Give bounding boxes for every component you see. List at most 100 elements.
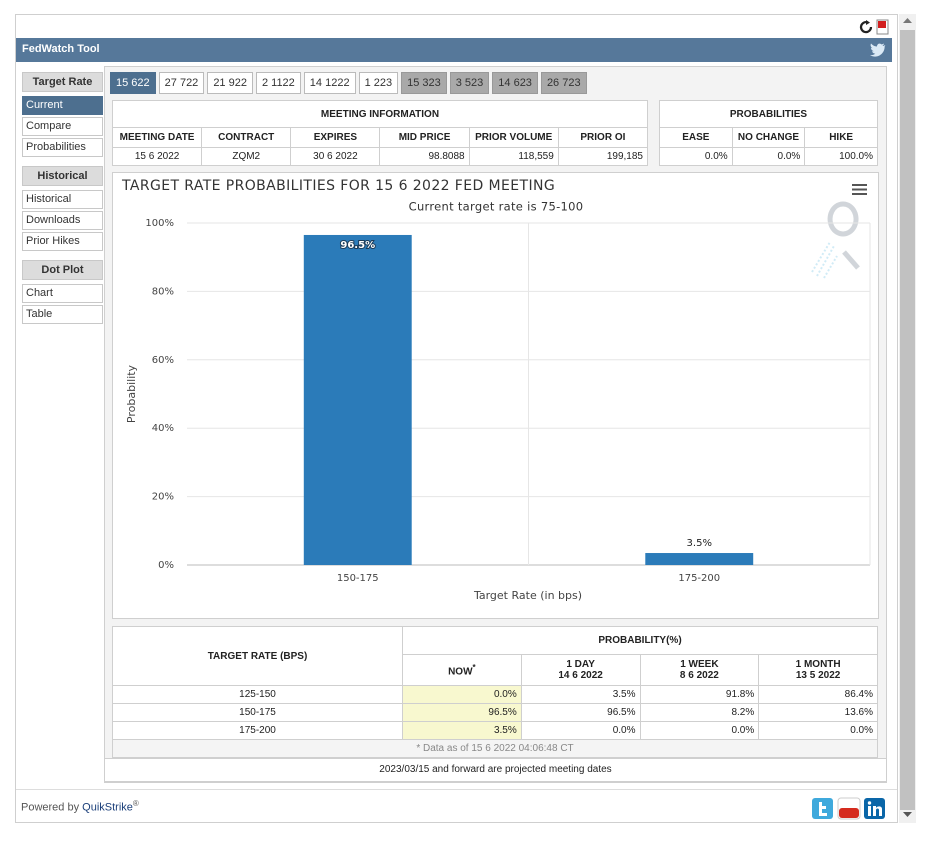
- sidebar-item[interactable]: Table: [22, 305, 103, 324]
- meeting-tab[interactable]: 15 622: [110, 72, 156, 94]
- column-header: EASE: [659, 127, 733, 148]
- footnote: * Data as of 15 6 2022 04:06:48 CT: [112, 739, 878, 758]
- column-date: 13 5 2022: [795, 670, 841, 681]
- y-tick-label: 80%: [152, 286, 174, 297]
- table-row: * Data as of 15 6 2022 04:06:48 CT: [112, 739, 878, 758]
- probability-table: TARGET RATE (BPS) PROBABILITY(%) NOW* 1 DAY…: [112, 626, 878, 758]
- menu-icon[interactable]: [852, 184, 867, 195]
- meeting-tab[interactable]: 21 922: [207, 72, 253, 94]
- footer-link[interactable]: QuikStrike: [82, 801, 133, 814]
- sidebar-item-selected[interactable]: Current: [22, 96, 103, 115]
- table-cell: 91.8%: [639, 685, 760, 704]
- table-cell: 30 6 2022: [290, 147, 381, 166]
- x-tick-label: 150-175: [337, 573, 379, 584]
- probabilities-table: PROBABILITIES EASE NO CHANGE HIKE 0.0% 0.0% 10…: [659, 100, 878, 166]
- column-date: 14 6 2022: [558, 670, 603, 681]
- table-cell: 96.5%: [520, 703, 641, 722]
- toolbar-icons: [859, 19, 889, 35]
- refresh-arrow: [866, 20, 870, 25]
- column-label: NOW: [448, 666, 473, 678]
- table-cell: 0.0%: [402, 685, 522, 704]
- table-cell: 98.8088: [379, 147, 470, 166]
- meeting-tab[interactable]: 14 1222: [303, 72, 356, 94]
- meeting-tab[interactable]: 3 523: [449, 72, 490, 94]
- column-header: MEETING DATE: [111, 127, 203, 148]
- table-cell: 0.0%: [758, 721, 878, 740]
- footer-rule: [16, 789, 897, 790]
- table-cell: 0.0%: [520, 721, 641, 740]
- table-row: 150-175 96.5% 96.5% 8.2% 13.6%: [112, 703, 878, 722]
- chart-panel: [112, 172, 879, 619]
- column-header: NO CHANGE: [731, 127, 806, 148]
- sidebar-item[interactable]: Compare: [22, 117, 103, 136]
- table-cell: 3.5%: [520, 685, 641, 704]
- table-row: EASE NO CHANGE HIKE: [659, 127, 878, 148]
- table-cell: 175-200: [112, 721, 403, 740]
- scroll-down[interactable]: [903, 812, 912, 818]
- header-title: FedWatch Tool: [22, 43, 100, 55]
- table-cell: 100.0%: [804, 147, 878, 166]
- sidebar-item[interactable]: Historical: [22, 190, 103, 209]
- meeting-tabs: 15 622 27 722 21 922 2 1122 14 1222 1 223 15 3…: [110, 72, 590, 94]
- meeting-tab[interactable]: 26 723: [540, 72, 587, 94]
- table-cell: 150-175: [112, 703, 403, 722]
- bar: [645, 553, 754, 565]
- bar: [303, 234, 412, 565]
- table-cell: 0.0%: [731, 147, 806, 166]
- table-cell: 118,559: [468, 147, 559, 166]
- sidebar-item[interactable]: Downloads: [22, 211, 103, 230]
- sidebar-item[interactable]: Probabilities: [22, 138, 103, 157]
- scroll-thumb[interactable]: [900, 30, 915, 810]
- scroll-up[interactable]: [903, 18, 912, 24]
- note: 2023/03/15 and forward are projected mee…: [379, 764, 612, 775]
- x-axis-title: Target Rate (in bps): [473, 589, 582, 602]
- pdf-icon-mark: [878, 21, 886, 28]
- table-row: 175-200 3.5% 0.0% 0.0% 0.0%: [112, 721, 878, 740]
- table-cell: 125-150: [112, 685, 403, 704]
- meeting-tab[interactable]: 15 323: [401, 72, 447, 94]
- table-row: 125-150 0.0% 3.5% 91.8% 86.4%: [112, 685, 878, 704]
- y-axis-title: Probability: [125, 364, 138, 423]
- column-header: EXPIRES: [290, 127, 381, 148]
- meeting-tab[interactable]: 1 223: [358, 72, 399, 94]
- column-header: NOW*: [402, 654, 522, 686]
- table-cell: 13.6%: [758, 703, 878, 722]
- sidebar-item[interactable]: Chart: [22, 284, 103, 303]
- column-label: 1 DAY: [566, 659, 595, 670]
- column-label: 1 MONTH: [795, 659, 841, 670]
- row-header: TARGET RATE (BPS): [112, 626, 403, 686]
- column-header: MID PRICE: [379, 127, 470, 148]
- table-cell: 3.5%: [402, 721, 522, 740]
- twitter-icon[interactable]: [870, 42, 886, 57]
- column-header: 1 DAY 14 6 2022: [520, 654, 641, 686]
- header-bar: FedWatch Tool: [16, 38, 892, 62]
- column-label: 1 WEEK: [680, 659, 719, 670]
- note-bar: 2023/03/15 and forward are projected mee…: [104, 758, 887, 782]
- chart: TARGET RATE PROBABILITIES FOR 15 6 2022 …: [121, 178, 871, 602]
- sidebar-group-title: Historical: [22, 166, 103, 186]
- table-cell: 0.0%: [659, 147, 733, 166]
- y-tick-label: 20%: [152, 492, 174, 503]
- meeting-tab[interactable]: 2 1122: [255, 72, 301, 94]
- table-row: 0.0% 0.0% 100.0%: [659, 147, 878, 166]
- scrollbar[interactable]: [899, 14, 916, 823]
- table-cell: 86.4%: [758, 685, 878, 704]
- meeting-info-table: MEETING INFORMATION MEETING DATE CONTRACT E…: [111, 100, 649, 166]
- table-row: MEETING INFORMATION: [112, 100, 648, 128]
- y-tick-label: 40%: [152, 423, 174, 434]
- column-date: 8 6 2022: [679, 670, 719, 681]
- meeting-tab[interactable]: 27 722: [158, 72, 205, 94]
- refresh-icon[interactable]: [859, 20, 873, 34]
- sidebar-group-title: Dot Plot: [22, 260, 103, 280]
- footer: Powered by QuikStrike®: [21, 799, 139, 814]
- table-title: PROBABILITY(%): [402, 626, 878, 655]
- column-header: PRIOR OI: [557, 127, 649, 148]
- table-cell: 8.2%: [639, 703, 760, 722]
- y-tick-label: 60%: [152, 355, 174, 366]
- meeting-tab[interactable]: 14 623: [492, 72, 538, 94]
- table-title: PROBABILITIES: [659, 100, 878, 128]
- x-tick-label: 175-200: [678, 573, 720, 584]
- table-cell: 199,185: [557, 147, 649, 166]
- sidebar-item[interactable]: Prior Hikes: [22, 232, 103, 251]
